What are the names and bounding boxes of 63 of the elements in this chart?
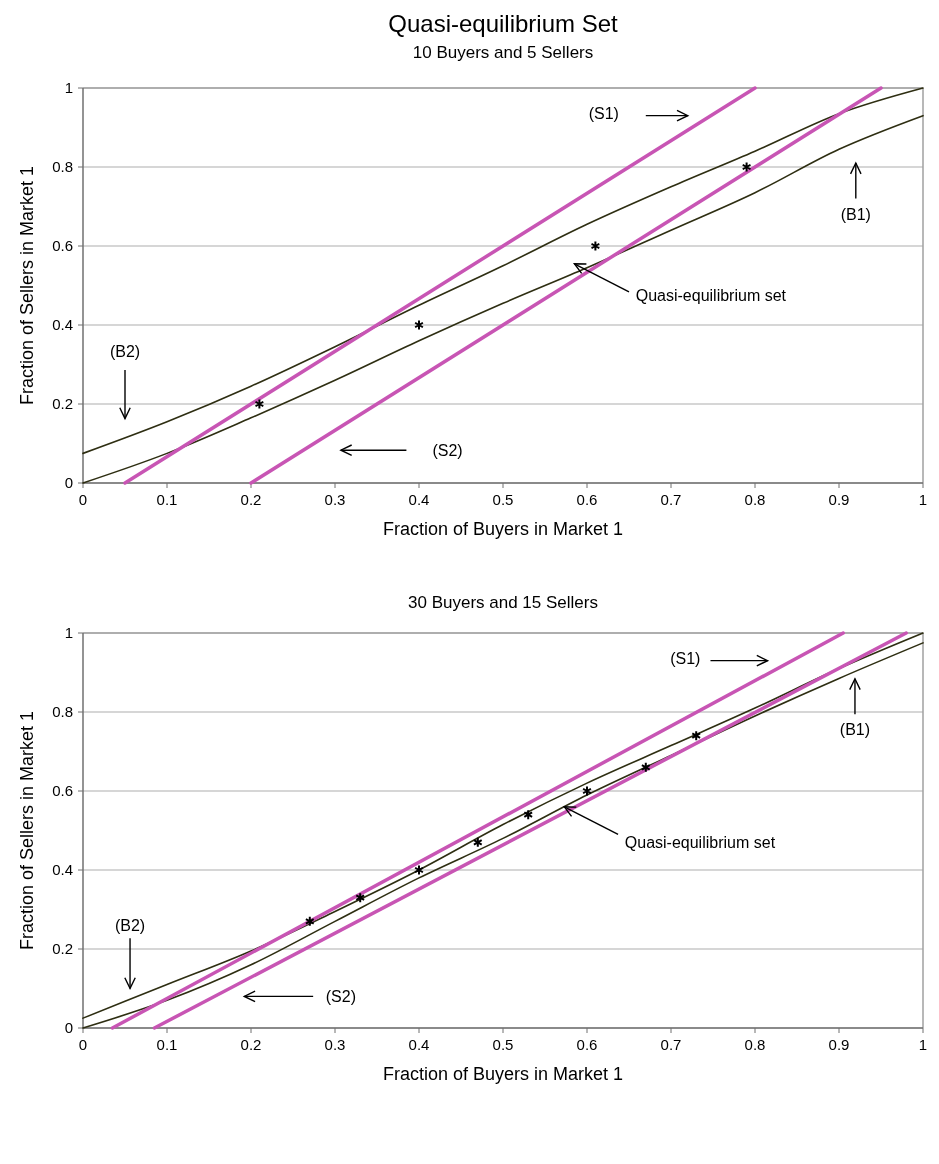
chart-subtitle: 10 Buyers and 5 Sellers [412,43,594,62]
x-tick-label: 0 [78,1036,88,1053]
point [304,915,315,927]
y-axis-title: Fraction of Sellers in Market 1 [17,710,37,951]
x-tick-label: 0.8 [744,491,766,508]
x-tick-label: 0.3 [324,1036,346,1053]
x-axis-title: Fraction of Buyers in Market 1 [382,519,624,539]
x-tick-label: 1 [918,491,928,508]
x-axis-title: Fraction of Buyers in Market 1 [382,1064,624,1084]
y-tick-label: 1 [64,624,73,641]
y-tick-label: 0.4 [52,861,73,878]
x-tick-label: 0.5 [492,1036,514,1053]
x-tick-label: 0.5 [492,491,514,508]
point [472,836,483,848]
y-tick-label: 0.2 [52,940,73,957]
annotation: (B2) [109,343,141,361]
point [582,785,592,797]
point [691,730,702,742]
x-tick-label: 0.2 [240,1036,262,1053]
point [640,761,651,773]
annotation: (B2) [114,917,146,935]
x-tick-label: 1 [918,1036,928,1053]
annotation: (S2) [325,988,356,1006]
x-tick-label: 0.7 [660,1036,682,1053]
point [414,864,424,876]
annotation: (S1) [670,649,701,667]
y-tick-label: 0.6 [52,782,73,799]
annotation: (S1) [588,104,619,122]
y-tick-label: 0.6 [52,237,73,254]
x-tick-label: 0.4 [408,1036,430,1053]
annotation: Quasi-equilibrium set [624,834,776,852]
y-tick-label: 0.8 [52,703,73,720]
point [254,398,265,410]
x-tick-label: 0.4 [408,491,430,508]
y-tick-label: 0 [64,474,73,491]
x-tick-label: 0.8 [744,1036,766,1053]
annotation: (B1) [839,720,871,738]
x-tick-label: 0.3 [324,491,346,508]
y-tick-label: 0.8 [52,158,73,175]
point [414,319,424,331]
x-tick-label: 0.1 [156,491,178,508]
chart-title: 30 Buyers and 15 Sellers [408,593,598,612]
x-tick-label: 0.1 [156,1036,178,1053]
x-tick-label: 0.6 [576,491,598,508]
y-tick-label: 0.2 [52,395,73,412]
x-tick-label: 0 [78,491,88,508]
x-tick-label: 0.7 [660,491,682,508]
x-tick-label: 0.9 [828,491,850,508]
y-tick-label: 1 [64,79,73,96]
point [523,809,534,821]
x-tick-label: 0.6 [576,1036,598,1053]
annotation: Quasi-equilibrium set [635,286,787,304]
x-tick-label: 0.9 [828,1036,850,1053]
chart-title: Quasi-equilibrium Set [388,10,619,37]
y-tick-label: 0.4 [52,316,73,333]
y-tick-label: 0 [64,1019,73,1036]
y-axis-title: Fraction of Sellers in Market 1 [17,165,37,406]
point [741,161,752,173]
point [355,892,366,904]
annotation: (S2) [432,442,463,460]
annotation: (B1) [840,206,871,224]
x-tick-label: 0.2 [240,491,262,508]
point [590,240,601,252]
